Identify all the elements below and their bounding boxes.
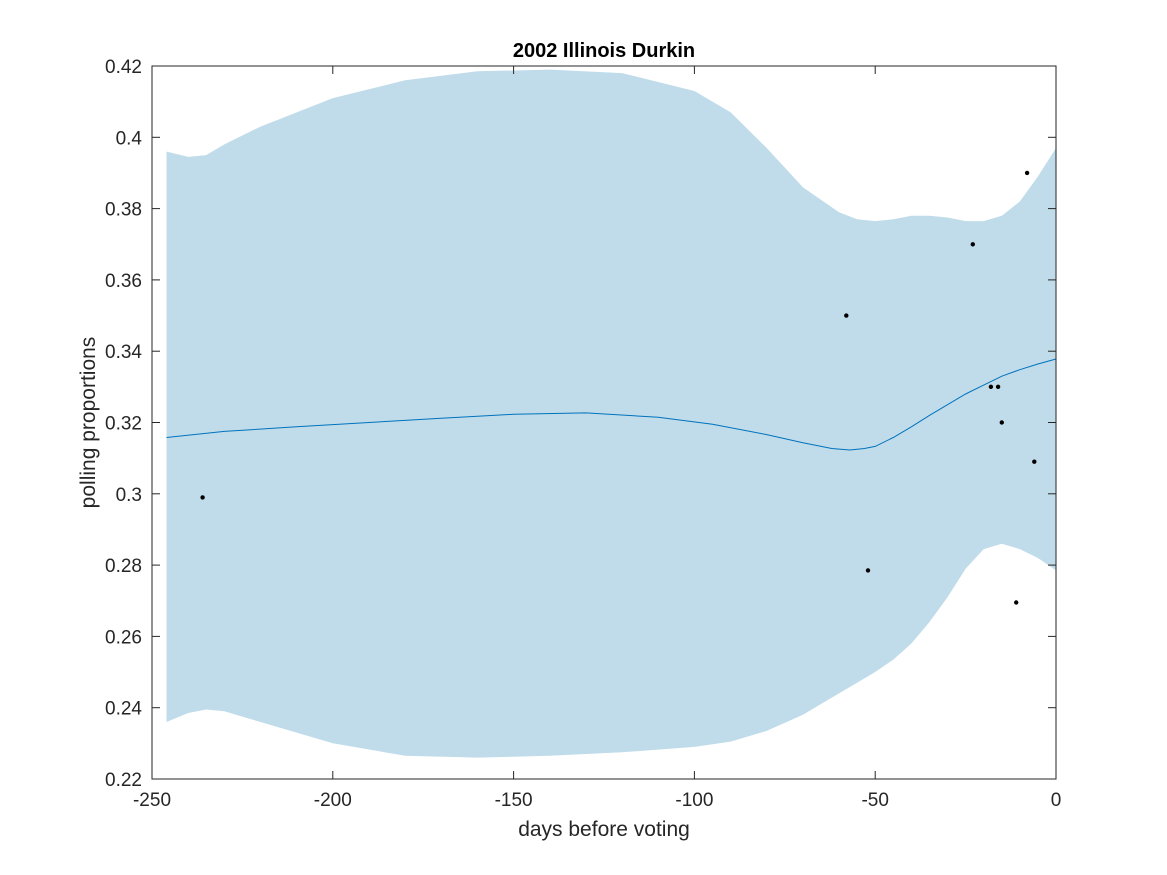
- poll-point: [988, 384, 994, 389]
- y-tick-label: 0.36: [105, 271, 142, 292]
- poll-point: [970, 242, 975, 247]
- y-tick-label: 0.24: [105, 699, 142, 720]
- x-tick-label: 0: [1051, 790, 1062, 811]
- poll-point: [995, 384, 1001, 389]
- poll-point: [1024, 170, 1030, 176]
- y-tick-label: 0.4: [116, 128, 143, 149]
- trend-line: [166, 358, 1057, 451]
- x-axis-title: days before voting: [518, 818, 690, 841]
- y-tick-label: 0.34: [105, 342, 142, 363]
- poll-point: [844, 313, 849, 318]
- x-tick-label: -250: [133, 790, 171, 811]
- x-axis-ticks: -250 -200 -150 -100 -50 0: [133, 66, 1061, 811]
- plot-area: [166, 69, 1057, 758]
- x-tick-label: -50: [861, 790, 888, 811]
- y-tick-label: 0.32: [105, 414, 142, 435]
- y-tick-label: 0.28: [105, 556, 142, 577]
- y-tick-label: 0.26: [105, 627, 142, 648]
- poll-points: [200, 170, 1037, 605]
- y-tick-label: 0.38: [105, 200, 142, 221]
- y-axis-ticks: 0.22 0.24 0.26 0.28 0.3 0.32 0.34 0.36 0.38 0.4 0.…: [105, 57, 1056, 791]
- x-tick-label: -100: [675, 790, 713, 811]
- confidence-band: [166, 69, 1056, 758]
- y-axis-title: polling proportions: [77, 337, 100, 509]
- y-tick-label: 0.3: [116, 485, 142, 506]
- chart-title: 2002 Illinois Durkin: [513, 40, 695, 62]
- x-tick-label: -150: [495, 790, 533, 811]
- poll-point: [1014, 600, 1019, 605]
- x-tick-label: -200: [314, 790, 352, 811]
- poll-point: [200, 495, 205, 500]
- y-tick-label: 0.42: [105, 57, 142, 78]
- poll-point: [865, 568, 871, 573]
- poll-point: [999, 420, 1004, 425]
- y-tick-label: 0.22: [105, 770, 142, 791]
- poll-point: [1032, 459, 1037, 464]
